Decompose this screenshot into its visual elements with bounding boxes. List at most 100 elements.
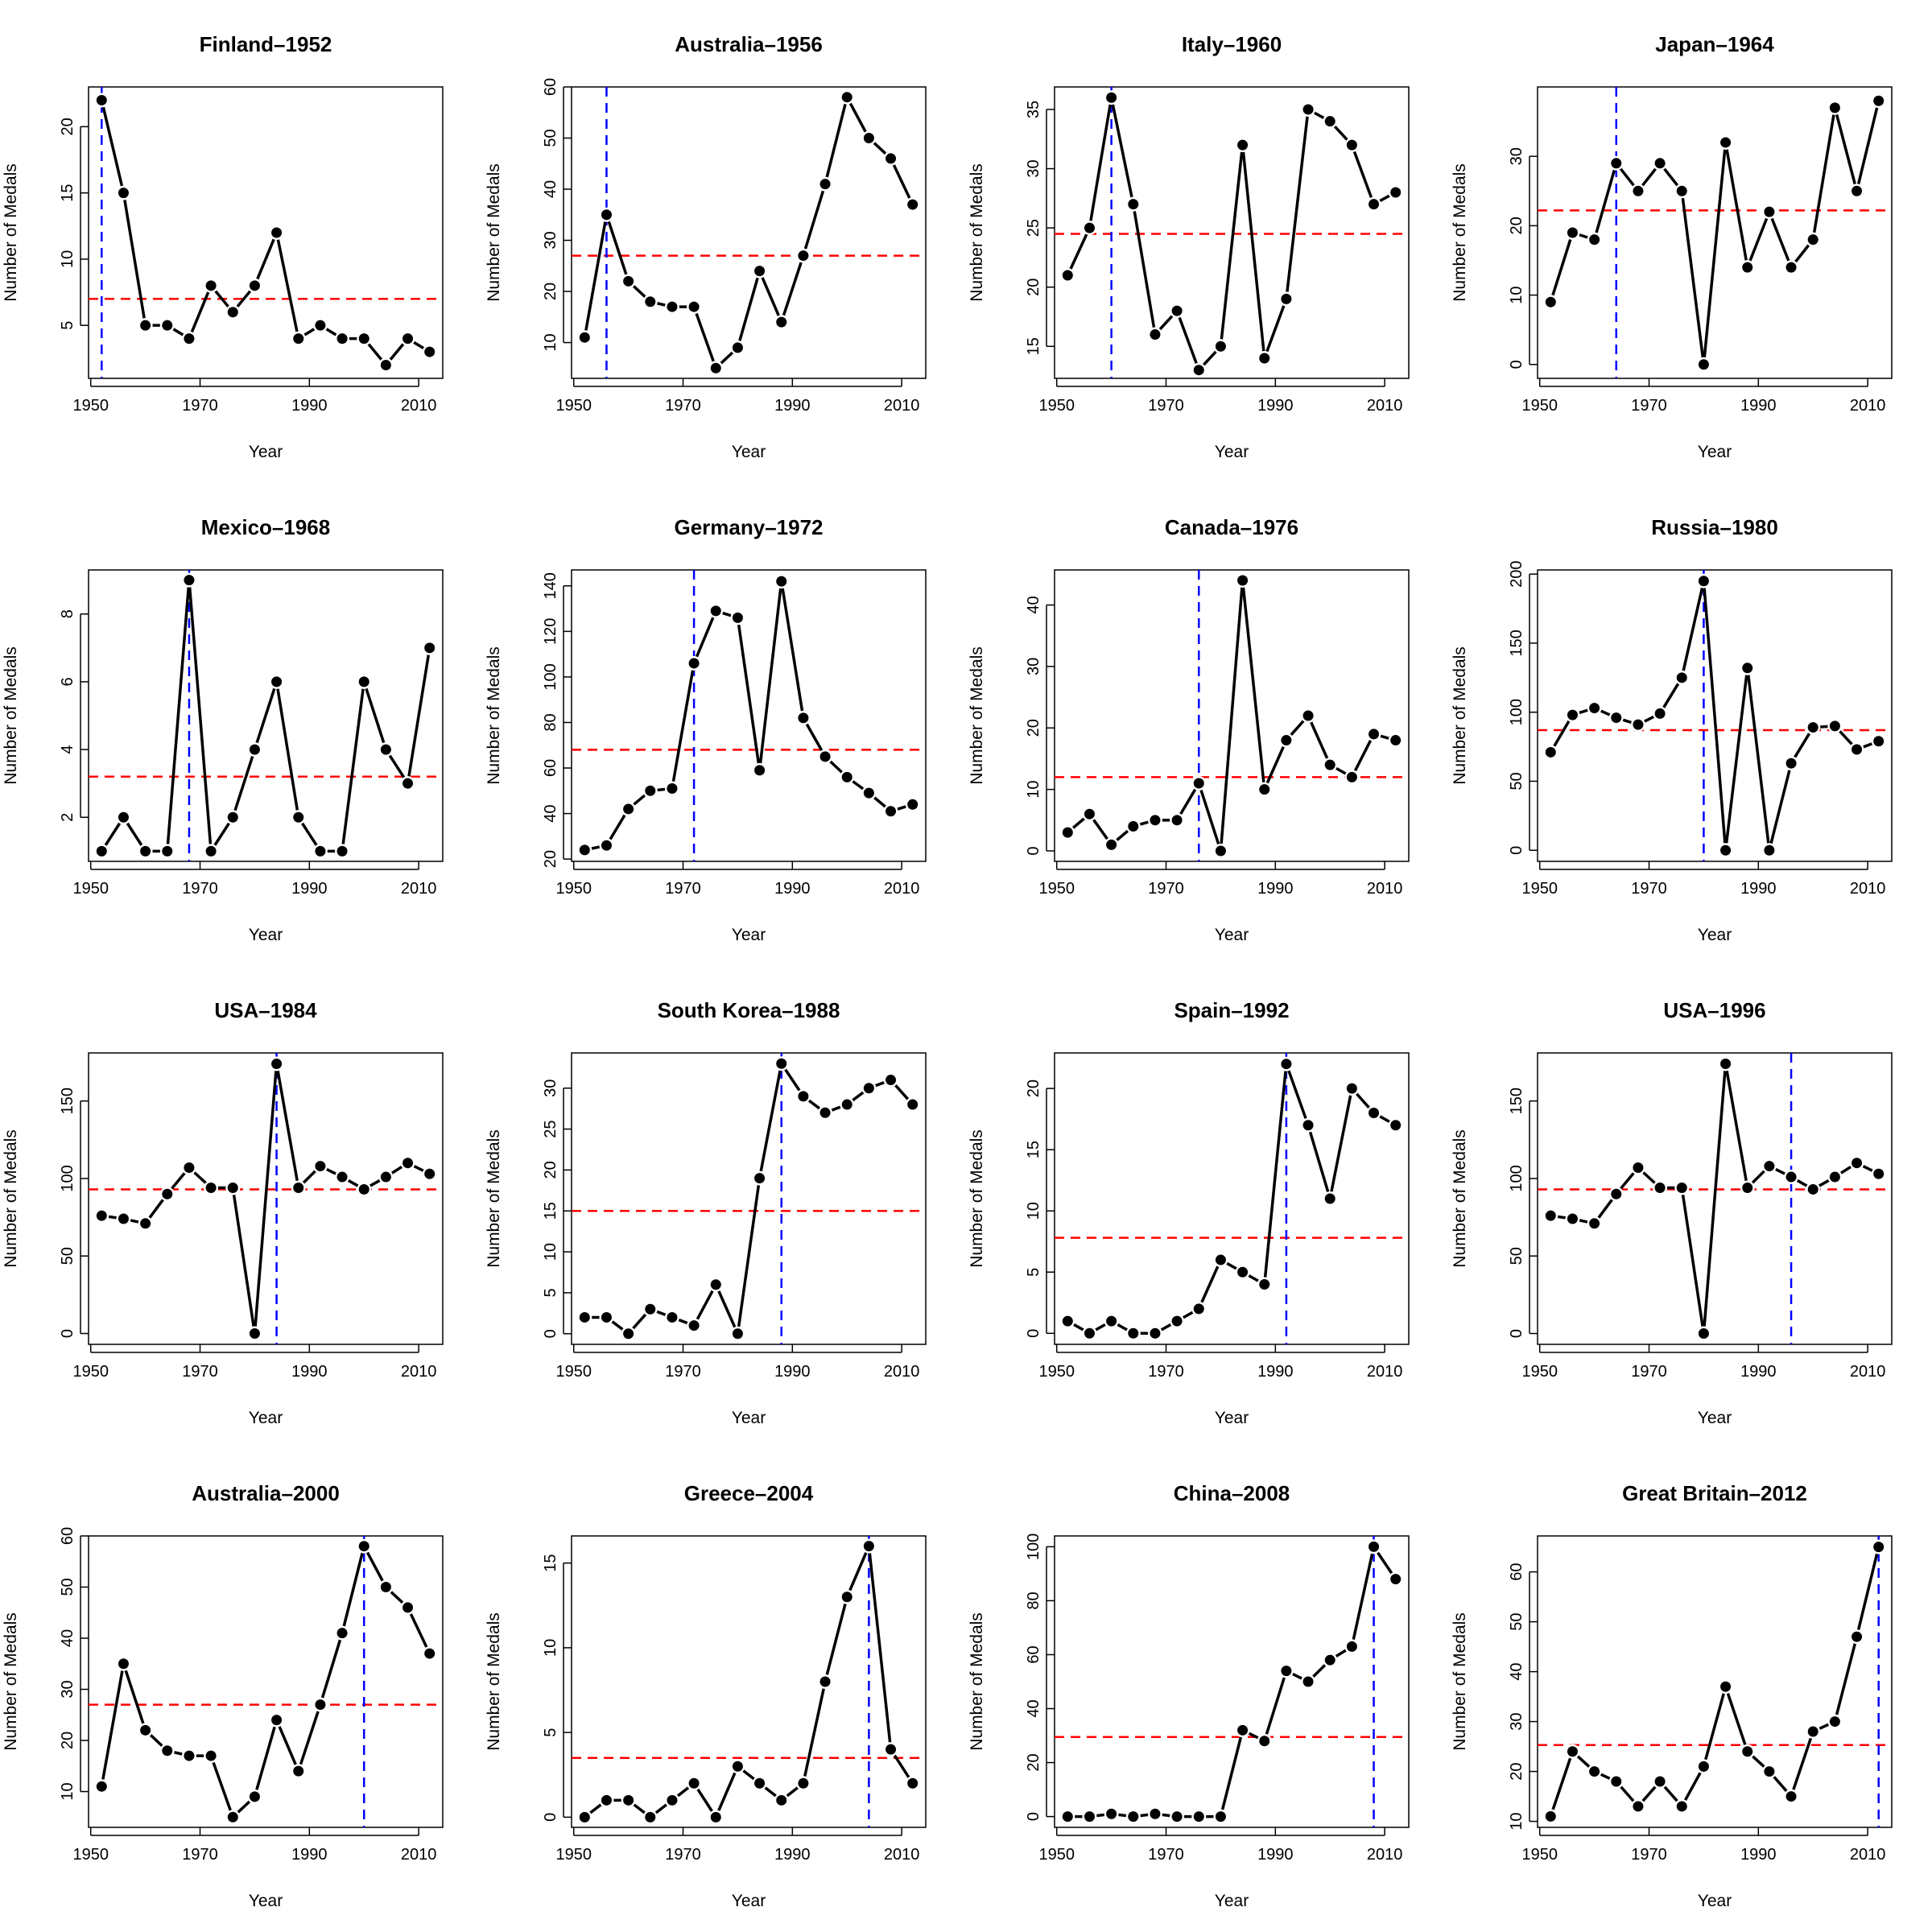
data-point [1128,199,1139,210]
x-axis-label: Year [1698,443,1732,461]
data-point [227,1811,238,1823]
data-point [1873,1542,1885,1553]
data-point [1259,1736,1270,1747]
data-point [1150,1327,1161,1339]
data-point [688,301,700,312]
data-point [1829,1716,1840,1728]
x-tick-label: 2010 [884,1846,920,1864]
series-line [100,578,431,853]
x-tick-label: 2010 [1367,1363,1403,1381]
data-point [623,1328,634,1340]
data-point [1852,1631,1863,1642]
y-tick-label: 60 [1508,1563,1525,1581]
chart-panel-6: Germany–1972 1950 1970 1990 2010 20 40 60 80 100 1… [485,515,927,944]
x-axis-label: Year [1698,1892,1732,1910]
data-point [402,778,414,789]
x-tick-label: 1990 [1257,880,1294,898]
chart-title: USA–1984 [214,998,317,1022]
x-tick-label: 1950 [72,1363,109,1381]
chart-panel-8: Russia–1980 1950 1970 1990 2010 0 50 100 150 200 Y… [1451,515,1893,944]
data-point [1302,1120,1314,1131]
x-tick-label: 2010 [1367,397,1403,415]
data-point [863,787,874,799]
plot-area [572,1536,926,1827]
chart-panel-3: Italy–1960 1950 1970 1990 2010 15 20 25 30 35 Year… [968,32,1410,461]
data-point [358,333,369,345]
x-tick-label: 1970 [665,1846,701,1864]
data-point [1567,227,1578,238]
data-point [1237,1266,1249,1278]
data-point [1302,710,1314,721]
data-point [667,1794,678,1806]
y-tick-label: 10 [542,1243,559,1261]
data-point [754,1777,766,1789]
data-point [1084,222,1095,233]
data-point [140,845,151,857]
x-tick-label: 2010 [401,880,437,898]
data-point [1742,1183,1753,1194]
x-tick-label: 1970 [665,1363,701,1381]
x-tick-label: 1990 [291,1846,328,1864]
data-point [579,332,590,343]
x-tick-label: 1970 [1631,880,1667,898]
y-tick-label: 100 [59,1165,76,1191]
data-point [601,209,612,221]
y-tick-label: 30 [1025,159,1042,177]
y-tick-label: 5 [542,1288,559,1297]
series-line [100,1544,431,1819]
data-point [1764,1161,1775,1172]
y-tick-label: 10 [59,250,76,268]
x-tick-label: 1970 [182,1363,218,1381]
data-point [798,250,809,262]
chart-title: Mexico–1968 [201,515,330,539]
data-point [118,1658,129,1670]
data-point [1171,1811,1183,1823]
data-point [293,1183,304,1194]
data-point [1676,1183,1687,1194]
data-point [863,1541,874,1552]
y-axis-label: Number of Medals [1451,1612,1469,1751]
plot-frame [88,86,444,379]
x-tick-label: 1950 [1521,397,1558,415]
data-point [1215,1811,1226,1823]
y-axis-label: Number of Medals [485,1612,503,1751]
data-point [1698,1328,1709,1340]
data-point [886,1075,897,1086]
series-line [583,95,914,370]
x-axis-label: Year [249,926,283,944]
y-tick-label: 20 [59,1732,76,1749]
y-tick-label: 20 [542,850,559,868]
data-point [336,333,348,345]
data-point [819,179,831,190]
x-tick-label: 2010 [1367,1846,1403,1864]
y-axis-label: Number of Medals [485,1129,503,1268]
y-tick-label: 20 [1025,1080,1042,1097]
data-point [315,320,326,331]
y-tick-label: 20 [542,1161,559,1179]
x-tick-label: 1950 [555,397,592,415]
y-tick-label: 5 [542,1728,559,1737]
series-line [584,580,914,852]
data-point [315,845,326,857]
x-tick-label: 1990 [1257,1846,1294,1864]
data-point [1829,1171,1840,1183]
data-point [1368,1108,1380,1119]
data-point [1171,305,1183,316]
x-tick-label: 1990 [1740,1363,1777,1381]
data-point [1545,1810,1556,1822]
x-axis-label: Year [1215,1892,1249,1910]
chart-title: Russia–1980 [1651,515,1778,539]
data-point [380,360,391,371]
data-point [645,1811,656,1823]
data-point [863,1083,874,1094]
x-tick-label: 1970 [182,1846,218,1864]
chart-title: Great Britain–2012 [1622,1481,1807,1505]
chart-panel-5: Mexico–1968 1950 1970 1990 2010 2 4 6 8 Year Numbe… [2,515,444,944]
data-point [1193,1811,1204,1823]
data-point [380,1171,391,1183]
chart-title: Japan–1964 [1655,32,1774,56]
data-point [271,1058,283,1069]
x-tick-label: 1990 [1257,397,1294,415]
x-tick-label: 1970 [665,397,701,415]
